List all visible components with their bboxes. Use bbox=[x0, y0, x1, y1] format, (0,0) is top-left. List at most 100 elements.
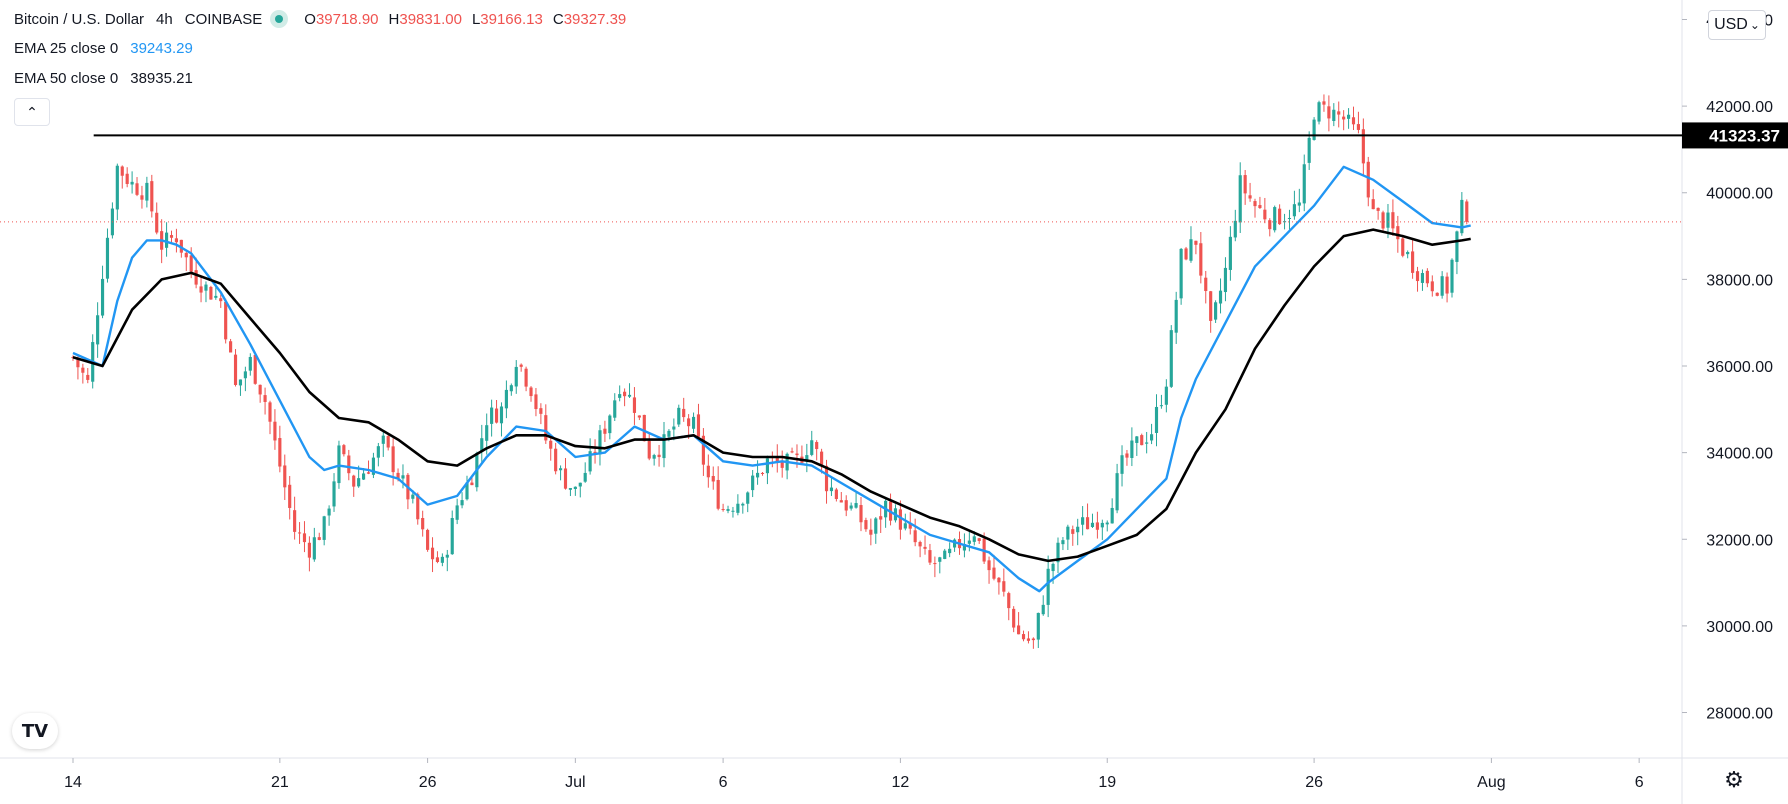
candle-body bbox=[1278, 208, 1282, 225]
candle-body bbox=[677, 407, 681, 425]
y-tick-label: 32000.00 bbox=[1706, 532, 1773, 549]
candle-body bbox=[775, 456, 779, 463]
exchange-label: COINBASE bbox=[184, 10, 263, 28]
candle-body bbox=[1450, 259, 1454, 293]
candle-body bbox=[765, 458, 770, 474]
candle-body bbox=[283, 465, 287, 488]
candle-body bbox=[1361, 129, 1365, 164]
high-label: H bbox=[388, 10, 400, 28]
ema25-line bbox=[72, 165, 1471, 593]
candle-body bbox=[613, 400, 617, 418]
candle-body bbox=[174, 238, 179, 243]
candle-body bbox=[795, 453, 799, 456]
currency-select[interactable]: USD ⌄ bbox=[1708, 10, 1766, 40]
candle-body bbox=[494, 408, 499, 423]
collapse-legend-button[interactable]: ⌃ bbox=[14, 98, 50, 126]
candle-body bbox=[1174, 299, 1178, 333]
candle-body bbox=[130, 181, 134, 185]
y-tick-label: 30000.00 bbox=[1706, 619, 1773, 636]
candle-body bbox=[918, 541, 922, 547]
candle-body bbox=[952, 539, 957, 548]
candle-body bbox=[1120, 455, 1124, 474]
candle-body bbox=[297, 532, 302, 534]
candle-body bbox=[145, 182, 149, 201]
candle-body bbox=[736, 503, 740, 513]
candle-body bbox=[140, 195, 144, 200]
candle-body bbox=[706, 465, 710, 478]
candle-body bbox=[637, 415, 641, 418]
candle-body bbox=[1149, 434, 1154, 441]
candle-body bbox=[1194, 240, 1198, 245]
candle-body bbox=[731, 510, 735, 512]
candle-body bbox=[189, 255, 193, 272]
candle-body bbox=[1061, 540, 1065, 545]
candle-body bbox=[229, 341, 233, 353]
candle-body bbox=[1041, 604, 1045, 615]
candle-body bbox=[361, 473, 366, 480]
low-value: 39166.13 bbox=[480, 10, 543, 28]
candle-body bbox=[435, 557, 440, 563]
candle-body bbox=[169, 235, 174, 238]
candle-body bbox=[1145, 442, 1149, 444]
candle-body bbox=[366, 472, 371, 474]
interval-label[interactable]: 4h bbox=[156, 10, 173, 28]
ema50-legend[interactable]: EMA 50 close 0 38935.21 bbox=[14, 70, 193, 87]
candle-body bbox=[504, 389, 508, 409]
candle-body bbox=[928, 550, 932, 563]
candle-body bbox=[209, 286, 213, 300]
candle-body bbox=[1228, 236, 1232, 270]
candle-body bbox=[839, 500, 843, 503]
candle-body bbox=[1100, 522, 1104, 528]
candle-body bbox=[1253, 201, 1257, 207]
candle-body bbox=[967, 540, 971, 544]
candle-body bbox=[470, 482, 474, 486]
candle-body bbox=[815, 442, 819, 450]
candle-body bbox=[347, 455, 351, 474]
horizontal-line-label-bg bbox=[1682, 122, 1788, 149]
candle-body bbox=[248, 356, 252, 371]
candle-body bbox=[164, 232, 169, 248]
candle-body bbox=[263, 395, 267, 402]
candle-body bbox=[332, 481, 336, 507]
x-tick-label: 12 bbox=[892, 774, 910, 791]
low-label: L bbox=[471, 10, 481, 28]
candle-body bbox=[1115, 473, 1119, 511]
candle-body bbox=[810, 440, 814, 455]
candle-body bbox=[864, 520, 868, 530]
symbol-name[interactable]: Bitcoin / U.S. Dollar bbox=[14, 10, 145, 28]
candle-body bbox=[1430, 281, 1434, 292]
candle-body bbox=[1238, 175, 1242, 223]
candle-body bbox=[962, 544, 967, 551]
settings-button[interactable]: ⚙ bbox=[1720, 766, 1748, 794]
candle-body bbox=[844, 500, 848, 511]
candle-body bbox=[1199, 243, 1203, 276]
y-tick-label: 36000.00 bbox=[1706, 359, 1773, 376]
candle-body bbox=[1455, 231, 1459, 262]
candle-body bbox=[573, 486, 577, 489]
y-tick-label: 42000.00 bbox=[1706, 99, 1773, 116]
candle-body bbox=[1445, 276, 1449, 294]
candle-body bbox=[1140, 435, 1144, 446]
candle-body bbox=[923, 546, 927, 549]
candle-body bbox=[544, 415, 548, 441]
candle-body bbox=[1125, 453, 1129, 458]
candle-body bbox=[711, 476, 715, 482]
candle-body bbox=[992, 567, 996, 579]
candle-body bbox=[317, 537, 321, 540]
ema50-label: EMA 50 close 0 bbox=[14, 70, 119, 87]
candle-body bbox=[1071, 529, 1075, 534]
ema50-line bbox=[72, 228, 1471, 563]
x-tick-label: 26 bbox=[419, 774, 437, 791]
candle-body bbox=[874, 518, 878, 534]
candle-body bbox=[214, 295, 218, 298]
candle-body bbox=[204, 284, 208, 291]
ema25-legend[interactable]: EMA 25 close 0 39243.29 bbox=[14, 40, 193, 57]
candle-body bbox=[687, 418, 691, 427]
candle-body bbox=[455, 505, 459, 520]
candle-body bbox=[854, 503, 858, 508]
candle-body bbox=[1105, 522, 1109, 525]
tradingview-logo-icon[interactable]: TV bbox=[12, 713, 58, 749]
candle-body bbox=[1218, 290, 1223, 304]
